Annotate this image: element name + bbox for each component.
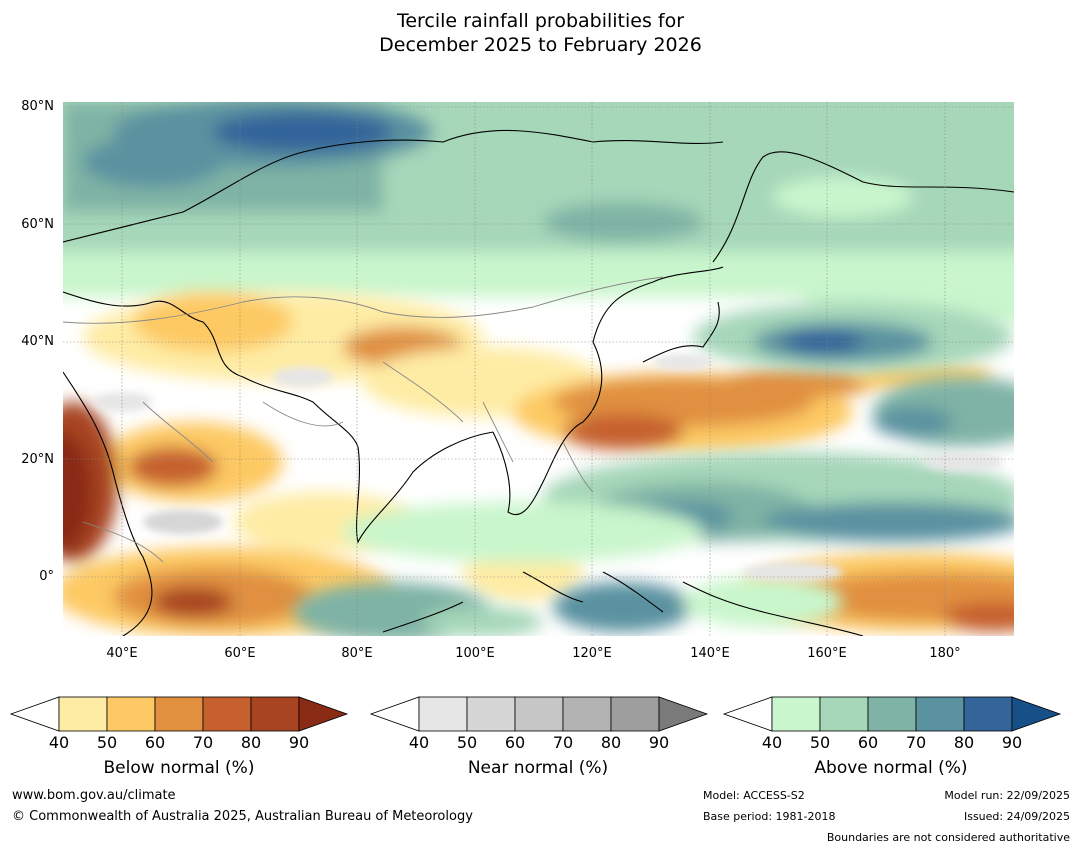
lat-label: 0° [39,569,54,584]
model-name: Model: ACCESS-S2 [703,789,805,802]
base-period: Base period: 1981-2018 [703,810,836,823]
colorbar-segment [867,696,917,732]
colorbar-tick-label: 70 [552,733,574,752]
lon-label: 180° [929,646,961,661]
colorbar-tick-label: 50 [809,733,831,752]
colorbar-tick-label: 50 [456,733,478,752]
lat-label: 80°N [21,99,54,114]
copyright-text: © Commonwealth of Australia 2025, Austra… [12,809,473,824]
colorbar-tick-label: 60 [857,733,879,752]
colorbar-segment [562,696,612,732]
colorbar-segment [963,696,1013,732]
colorbar-tick-label: 70 [192,733,214,752]
lon-label: 80°E [341,646,373,661]
colorbar-tick-label: 90 [288,733,310,752]
map-title-line1: Tercile rainfall probabilities for [396,10,685,32]
coastline [63,129,1014,636]
colorbar-segment [771,696,821,732]
colorbar-label-above: Above normal (%) [814,758,968,778]
lon-label: 120°E [572,646,612,661]
above-normal-region-pacific [293,302,1014,636]
colorbar-above-normal [723,696,1062,732]
colorbar-segment [418,696,468,732]
colorbar-segment [514,696,564,732]
colorbar-tick-label: 40 [761,733,783,752]
colorbar-tick-label: 60 [504,733,526,752]
boundary-disclaimer: Boundaries are not considered authoritat… [826,831,1070,844]
colorbar-tick-label: 80 [240,733,262,752]
colorbar-tick-label: 50 [96,733,118,752]
colorbar-segment [58,696,108,732]
colorbar-segment [915,696,965,732]
colorbar-tick-label: 40 [48,733,70,752]
graticule [63,102,1014,636]
colorbar-segment [106,696,156,732]
colorbar-segment [250,696,300,732]
country-borders [63,276,664,563]
map-title-line2: December 2025 to February 2026 [379,34,702,56]
lon-label: 140°E [690,646,730,661]
colorbar-extend-low [723,696,773,732]
colorbar-tick-label: 40 [408,733,430,752]
colorbar-below-normal [10,696,349,732]
near-normal-region [93,354,1003,582]
colorbar-label-below: Below normal (%) [103,758,255,778]
colorbar-tick-label: 80 [600,733,622,752]
colorbar-extend-low [370,696,420,732]
colorbar-segment [154,696,204,732]
colorbar-segment [819,696,869,732]
probability-map [63,102,1014,636]
website-link[interactable]: www.bom.gov.au/climate [12,788,176,803]
colorbar-extend-high [298,696,349,732]
colorbar-extend-high [1011,696,1062,732]
issued-date: Issued: 24/09/2025 [963,810,1070,823]
model-run-date: Model run: 22/09/2025 [944,789,1070,802]
colorbar-extend-high [658,696,709,732]
colorbar-tick-label: 70 [905,733,927,752]
colorbar-near-normal [370,696,709,732]
colorbar-tick-label: 90 [648,733,670,752]
colorbar-segment [466,696,516,732]
lon-label: 40°E [106,646,138,661]
colorbar-label-near: Near normal (%) [467,758,609,778]
lon-label: 60°E [224,646,256,661]
lat-label: 40°N [21,334,54,349]
colorbar-extend-low [10,696,60,732]
lon-label: 100°E [455,646,495,661]
colorbar-segment [202,696,252,732]
lat-label: 20°N [21,452,54,467]
lat-label: 60°N [21,217,54,232]
colorbar-segment [610,696,660,732]
lon-label: 160°E [807,646,847,661]
colorbar-tick-label: 90 [1001,733,1023,752]
colorbar-tick-label: 60 [144,733,166,752]
above-normal-region-north [63,102,1014,327]
colorbar-tick-label: 80 [953,733,975,752]
